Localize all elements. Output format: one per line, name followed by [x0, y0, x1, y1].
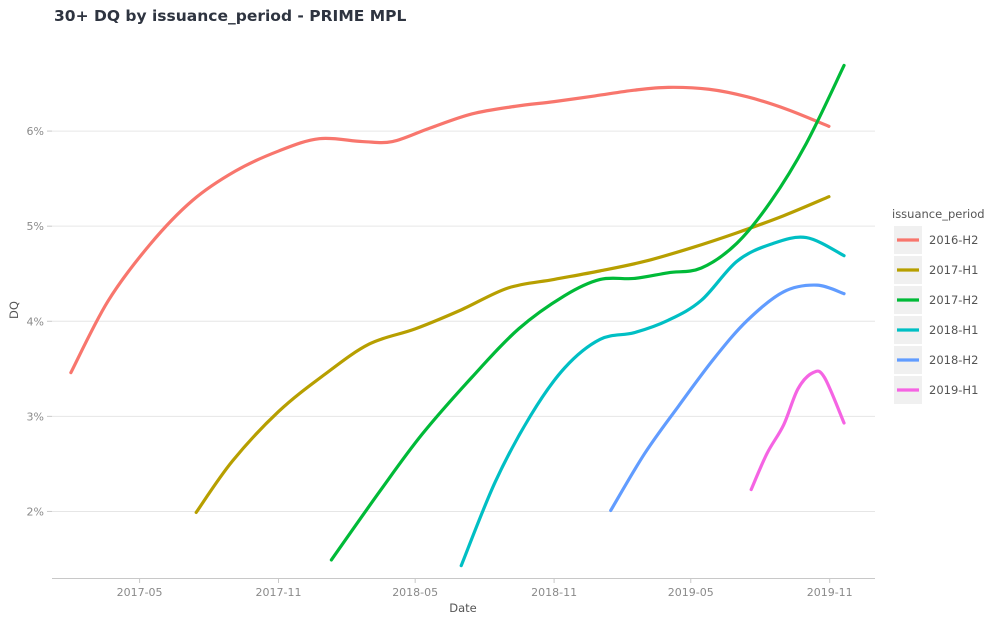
y-tick-label: 5% — [27, 220, 44, 233]
series-line-2018-H2 — [609, 283, 846, 513]
gridlines — [52, 130, 875, 512]
y-tick-label: 3% — [27, 410, 44, 423]
legend-label: 2018-H2 — [929, 353, 978, 367]
chart-title: 30+ DQ by issuance_period - PRIME MPL — [54, 7, 407, 25]
series-line-2016-H2 — [69, 85, 831, 375]
y-axis-title: DQ — [7, 301, 21, 319]
y-tick-label: 6% — [27, 125, 44, 138]
x-axis-ticks: 2017-05 2017-11 2018-05 2018-11 2019-05 2019-… — [117, 578, 853, 599]
x-tick-label: 2019-11 — [807, 586, 853, 599]
series-line-2017-H1 — [194, 195, 831, 514]
series-line-2019-H1 — [749, 369, 846, 492]
series-line-2017-H2 — [329, 63, 846, 562]
legend-label: 2019-H1 — [929, 383, 978, 397]
legend-label: 2016-H2 — [929, 233, 978, 247]
x-tick-label: 2017-11 — [256, 586, 302, 599]
series-lines — [69, 63, 846, 568]
x-tick-label: 2019-05 — [668, 586, 714, 599]
legend-label: 2017-H2 — [929, 293, 978, 307]
y-axis-ticks: 2% 3% 4% 5% 6% — [27, 125, 52, 518]
legend: issuance_period 2016-H2 2017-H1 2017-H2 201… — [892, 207, 985, 404]
y-tick-label: 4% — [27, 315, 44, 328]
legend-title: issuance_period — [892, 207, 985, 221]
legend-label: 2018-H1 — [929, 323, 978, 337]
legend-label: 2017-H1 — [929, 263, 978, 277]
x-tick-label: 2017-05 — [117, 586, 163, 599]
x-tick-label: 2018-05 — [392, 586, 438, 599]
y-tick-label: 2% — [27, 505, 44, 518]
x-tick-label: 2018-11 — [531, 586, 577, 599]
series-line-2018-H1 — [459, 235, 846, 568]
x-axis-title: Date — [449, 601, 477, 615]
